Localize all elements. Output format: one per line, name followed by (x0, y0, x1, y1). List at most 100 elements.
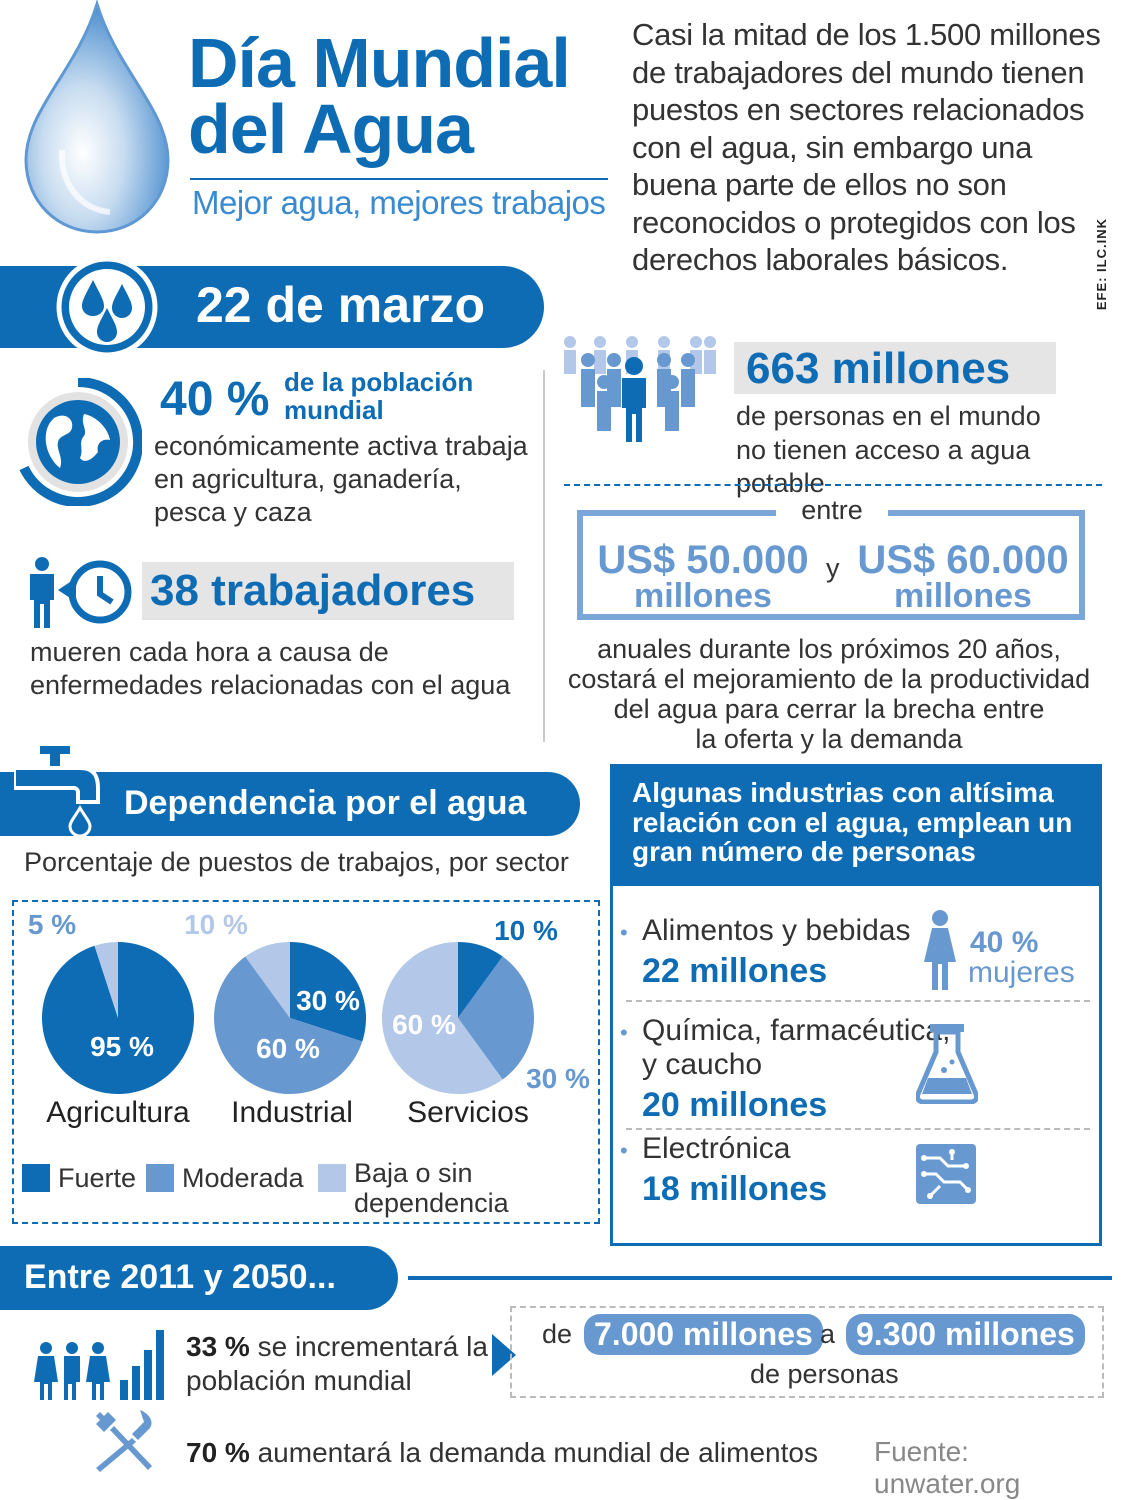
people-label: de personas (750, 1359, 899, 1389)
between-label-bg (776, 494, 888, 526)
pie-label-servicios: Servicios (407, 1096, 529, 1129)
legend-strong: Fuerte (58, 1163, 137, 1193)
pie-label-agricultura: Agricultura (46, 1096, 190, 1129)
pie-value-label-industrial-1: 60 % (256, 1033, 320, 1064)
fork-knife-icon (96, 1410, 152, 1472)
page-subtitle: Mejor agua, mejores trabajos (192, 184, 606, 221)
industry-separator-1 (626, 1000, 1090, 1002)
water-drop-icon (24, 0, 170, 234)
access-count: 663 millones (746, 344, 1011, 393)
access-highlight-box (734, 342, 1056, 394)
industry-2-name-line-1: Química, farmacéutica, (642, 1014, 951, 1047)
pie-label-industrial: Industrial (231, 1096, 353, 1129)
industry-3-name: Electrónica (642, 1132, 791, 1165)
dependency-title: Dependencia por el agua (124, 784, 527, 822)
title-line-1: Día Mundial (188, 24, 571, 102)
food-demand-desc: aumentará la demanda mundial de alimento… (257, 1437, 818, 1468)
pie-slice-servicios-1 (458, 956, 534, 1080)
faucet-icon (14, 746, 100, 838)
industry-2-value: 20 millones (642, 1086, 828, 1124)
crowd-icon (564, 336, 716, 442)
industry-1-value: 22 millones (642, 952, 828, 990)
cost-text-line-2: costará el mejoramiento de la productivi… (567, 664, 1091, 694)
cost-amount-1-value: US$ 50.000 (597, 538, 809, 582)
women-percent: 40 % (970, 926, 1039, 959)
pie-value-label-agricultura-0: 95 % (90, 1031, 154, 1062)
pop-growth-text-1: se incrementará la (257, 1331, 488, 1362)
cost-amount-1: US$ 50.000 millones (590, 538, 816, 615)
industry-separator-2 (626, 1128, 1090, 1130)
globe-icon (19, 378, 142, 506)
pie-value-label-industrial-2: 10 % (184, 909, 248, 940)
cost-text-line-3: del agua para cerrar la brecha entre (613, 694, 1045, 724)
pie-value-label-agricultura-1: 5 % (28, 909, 76, 940)
water-drops-icon (56, 256, 158, 358)
cost-amount-2-unit: millones (894, 577, 1032, 615)
industry-3-value: 18 millones (642, 1170, 828, 1208)
column-divider (543, 370, 545, 742)
cost-text: anuales durante los próximos 20 años, co… (556, 634, 1102, 754)
workers-text: mueren cada hora a causa de enfermedades… (30, 637, 511, 700)
pie-slice-industrial-0 (290, 942, 366, 1042)
legend-moderate: Moderada (182, 1163, 304, 1193)
population-highlight: de la población mundial (284, 367, 474, 425)
dependency-pie-charts: 95 % 5 % 30 % 60 % 10 % 10 % 30 % 60 % (28, 909, 590, 1094)
legend-swatch-low (318, 1164, 346, 1192)
future-banner (0, 1246, 398, 1310)
industry-2-name: Química, farmacéutica, y caucho (642, 1014, 950, 1082)
pie-value-label-servicios-2: 60 % (392, 1009, 456, 1040)
population-growth-icon (34, 1330, 164, 1400)
population-percent: 40 % (160, 373, 270, 426)
women-label: mujeres (968, 956, 1075, 989)
pop-growth-percent: 33 % (186, 1331, 250, 1362)
pie-slice-servicios-2 (382, 942, 503, 1094)
to-word: a (820, 1319, 836, 1349)
access-text-2: no tienen acceso a agua potable (736, 435, 1031, 498)
pie-slice-agricultura-0 (41, 942, 194, 1094)
cost-text-line-4: la oferta y la demanda (695, 724, 963, 754)
intro-paragraph: Casi la mitad de los 1.500 millones de t… (632, 17, 1101, 277)
population-text: económicamente activa trabaja en agricul… (154, 431, 528, 527)
woman-icon (924, 910, 956, 990)
cost-amount-2: US$ 60.000 millones (852, 538, 1074, 615)
population-range-box (510, 1306, 1104, 1398)
source-label: Fuente: unwater.org (874, 1436, 1021, 1499)
credit-label: EFE: ILC.INK (1094, 218, 1109, 311)
industries-header (610, 764, 1102, 886)
cost-amount-2-value: US$ 60.000 (857, 538, 1069, 582)
from-value: 7.000 millones (584, 1314, 823, 1355)
title-underline (190, 178, 608, 180)
section-dashed-divider (564, 484, 1102, 486)
between-label: entre (801, 495, 863, 525)
legend-swatch-strong (22, 1164, 50, 1192)
pie-slice-servicios-0 (458, 942, 503, 1018)
pie-value-label-industrial-0: 30 % (296, 985, 360, 1016)
bullet-2: • (620, 1020, 628, 1045)
circuit-icon (916, 1144, 976, 1204)
title-line-2: del Agua (188, 90, 474, 168)
pie-value-label-servicios-0: 10 % (494, 915, 558, 946)
cost-text-line-1: anuales durante los próximos 20 años, (597, 634, 1061, 664)
future-rule (408, 1276, 1112, 1280)
food-demand-text: 70 % aumentará la demanda mundial de ali… (186, 1436, 818, 1469)
pie-value-label-servicios-1: 30 % (526, 1063, 590, 1094)
worker-clock-icon (30, 557, 132, 628)
access-text-1: de personas en el mundo (736, 401, 1041, 431)
pie-chart-panel (12, 900, 600, 1224)
legend-low: Baja o sin dependencia (354, 1158, 509, 1218)
industries-title: Algunas industrias con altísima relación… (632, 777, 1073, 867)
cost-connector: y (826, 553, 840, 583)
flask-icon (916, 1024, 978, 1104)
workers-highlight-box (142, 562, 514, 620)
industry-2-name-line-2: y caucho (642, 1048, 763, 1081)
workers-count: 38 trabajadores (150, 566, 476, 615)
dependency-subtitle: Porcentaje de puestos de trabajos, por s… (24, 847, 569, 877)
pop-growth-text-2: población mundial (186, 1365, 412, 1396)
page-title: Día Mundial del Agua (188, 24, 571, 168)
cost-amount-1-unit: millones (634, 577, 772, 615)
date-label: 22 de marzo (196, 277, 486, 333)
pie-slice-agricultura-1 (94, 942, 118, 1018)
food-demand-percent: 70 % (186, 1437, 250, 1468)
legend-swatch-moderate (146, 1164, 174, 1192)
pie-slice-industrial-2 (245, 942, 290, 1018)
